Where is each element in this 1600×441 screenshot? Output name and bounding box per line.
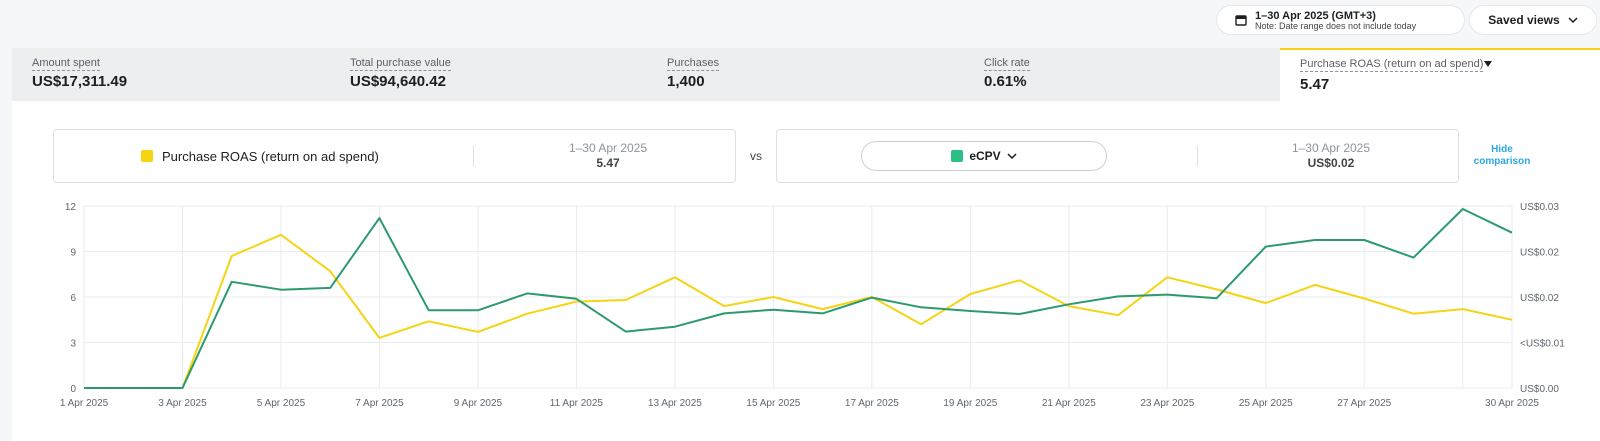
secondary-metric-name: eCPV [969,149,1001,163]
secondary-date-range: 1–30 Apr 2025 [1291,141,1371,155]
x-tick-label: 21 Apr 2025 [1042,398,1096,409]
secondary-metric-select[interactable]: eCPV [861,141,1107,171]
chevron-down-icon [1568,17,1578,23]
y-right-tick-label: US$0.03 [1520,202,1559,213]
hide-comparison-link[interactable]: Hide comparison [1462,144,1542,168]
primary-metric-box: Purchase ROAS (return on ad spend) 1–30 … [53,129,736,183]
divider [1197,146,1198,166]
x-tick-label: 30 Apr 2025 [1485,398,1539,409]
series-line-purchase-roas [84,233,1513,389]
x-tick-label: 25 Apr 2025 [1239,398,1293,409]
hide-comparison-line-1: Hide [1491,144,1513,155]
y-right-tick-label: <US$0.01 [1520,339,1565,350]
saved-views-button[interactable]: Saved views [1470,6,1596,34]
series-line-ecpv [84,208,1513,389]
x-tick-label: 7 Apr 2025 [355,398,404,409]
saved-views-label: Saved views [1488,13,1560,27]
metric-label: Amount spent [32,57,100,71]
metric-label: Click rate [984,57,1030,71]
x-tick-label: 27 Apr 2025 [1337,398,1391,409]
primary-value: 5.47 [596,156,620,170]
y-left-tick-label: 3 [70,339,76,350]
y-left-tick-label: 6 [70,293,76,304]
metric-value: US$17,311.49 [32,73,128,90]
hide-comparison-line-2: comparison [1473,156,1531,167]
primary-color-swatch [141,150,153,162]
metric-value: 5.47 [1300,76,1330,93]
date-range-label: 1–30 Apr 2025 (GMT+3) [1255,10,1376,22]
y-left-tick-label: 0 [70,384,76,395]
x-tick-label: 17 Apr 2025 [845,398,899,409]
vs-label: vs [750,149,762,163]
metric-label: Total purchase value [350,57,451,71]
x-tick-label: 13 Apr 2025 [648,398,702,409]
x-tick-label: 5 Apr 2025 [257,398,306,409]
metric-value: US$94,640.42 [350,73,446,90]
y-right-tick-label: US$0.02 [1520,248,1559,259]
x-tick-label: 11 Apr 2025 [550,398,604,409]
secondary-color-swatch [951,150,964,162]
metric-value: 1,400 [667,73,705,90]
x-tick-label: 1 Apr 2025 [60,398,109,409]
date-range-picker[interactable]: 1–30 Apr 2025 (GMT+3) Note: Date range d… [1217,6,1464,34]
secondary-metric-box: eCPV 1–30 Apr 2025 US$0.02 [776,129,1459,183]
divider [473,146,474,166]
secondary-value: US$0.02 [1307,156,1355,170]
x-tick-label: 19 Apr 2025 [943,398,997,409]
primary-metric-name: Purchase ROAS (return on ad spend) [162,149,379,164]
caret-down-icon[interactable] [1484,61,1492,67]
primary-date-range: 1–30 Apr 2025 [568,141,648,155]
y-left-tick-label: 9 [70,248,76,259]
metric-label: Purchase ROAS (return on ad spend) [1300,58,1484,72]
calendar-icon [1235,15,1247,26]
y-right-tick-label: US$0.00 [1520,384,1559,395]
metric-label: Purchases [667,57,719,71]
x-tick-label: 15 Apr 2025 [746,398,800,409]
metrics-summary-bar: Amount spent US$17,311.49 Total purchase… [12,48,1600,101]
y-left-tick-label: 12 [65,202,77,213]
date-range-note: Note: Date range does not include today [1255,21,1417,31]
metric-value: 0.61% [984,73,1027,90]
x-tick-label: 9 Apr 2025 [454,398,503,409]
y-right-tick-label: US$0.02 [1520,293,1559,304]
x-tick-label: 3 Apr 2025 [158,398,207,409]
chevron-down-icon [1007,153,1017,159]
x-tick-label: 23 Apr 2025 [1140,398,1194,409]
metric-purchase-roas[interactable]: Purchase ROAS (return on ad spend) 5.47 [1280,48,1600,101]
